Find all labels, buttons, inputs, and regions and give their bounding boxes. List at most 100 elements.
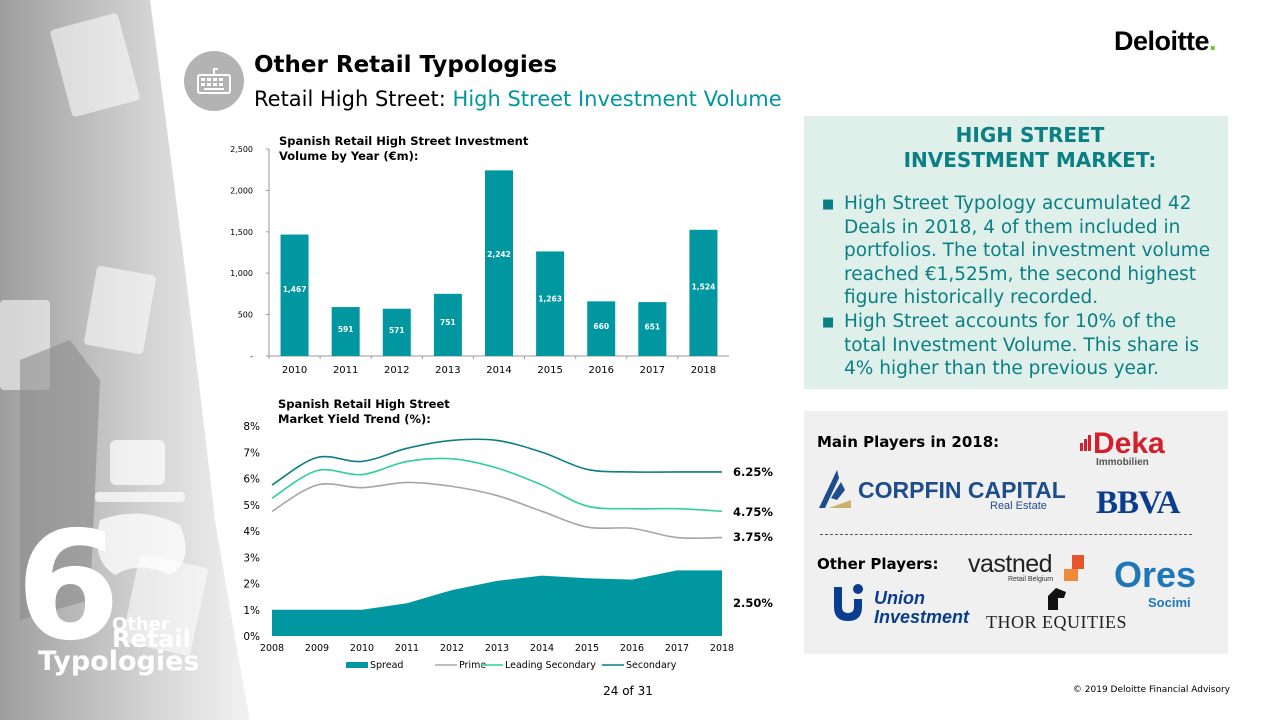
bar: [587, 301, 616, 356]
page-title: Other Retail Typologies: [254, 52, 558, 78]
bar: [280, 234, 309, 356]
bar-x-tick-label: 2015: [537, 365, 562, 376]
page-subtitle: Retail High Street: High Street Investme…: [254, 87, 782, 111]
other-players-label: Other Players:: [817, 555, 939, 573]
bar-x-tick-label: 2010: [282, 365, 307, 376]
line-y-tick-label: 8%: [243, 421, 260, 433]
logo-text: Deloitte: [1114, 26, 1210, 56]
subtitle-accent: High Street Investment Volume: [452, 87, 782, 111]
line-x-tick-label: 2018: [710, 643, 734, 654]
bar-data-label: 1,467: [283, 285, 307, 294]
bar-data-label: 651: [645, 322, 661, 331]
thor-equities-logo: THOR EQUITIES: [986, 612, 1127, 632]
bar: [485, 170, 513, 356]
bar: [689, 229, 718, 356]
bar: [331, 307, 360, 356]
dress-illustration: [20, 340, 100, 620]
main-players-label: Main Players in 2018:: [817, 433, 1000, 451]
series-end-label: 4.75%: [733, 505, 773, 519]
investment-market-info-box: HIGH STREET INVESTMENT MARKET: ■ High St…: [804, 116, 1228, 389]
bar-x-tick-label: 2012: [384, 365, 409, 376]
bar: [536, 251, 565, 356]
series-end-label: 6.25%: [733, 465, 773, 479]
line-x-tick-label: 2012: [440, 643, 464, 654]
series-line-secondary: [271, 438, 722, 486]
bar-y-tick-label: -: [250, 352, 253, 361]
bar-chart-title: Spanish Retail High Street Investment Vo…: [279, 134, 529, 163]
market-yield-line-chart: 0% 1% 2% 3% 4% 5% 6% 7% 8% 2.50% 3.75% 4.75% 6.25% 20…: [243, 421, 773, 671]
bar: [433, 293, 462, 356]
union-investment-logo-mark: [834, 584, 863, 621]
bar-data-label: 591: [338, 325, 354, 334]
subtitle-prefix: Retail High Street:: [254, 87, 446, 111]
ores-logo: Ores: [1114, 554, 1197, 595]
bar-y-tick-label: 2,500: [230, 145, 253, 154]
line-y-tick-label: 7%: [243, 447, 260, 459]
legend-swatch: [346, 662, 368, 668]
vastned-logo-mark: [1064, 555, 1084, 581]
line-y-tick-label: 5%: [243, 500, 260, 512]
legend-label: Leading Secondary: [505, 660, 596, 671]
vastned-logo: vastned: [968, 550, 1053, 578]
bbva-logo: BBVA: [1096, 485, 1180, 521]
deka-logo: Deka: [1093, 427, 1165, 460]
bar-x-tick-label: 2018: [691, 365, 716, 376]
keyboard-icon: [184, 51, 244, 111]
section-label-word: Other: [112, 614, 170, 635]
info-heading-line: INVESTMENT MARKET:: [903, 148, 1157, 172]
line-x-tick-label: 2014: [530, 643, 554, 654]
section-label-word: Typologies: [38, 646, 200, 677]
info-bullet: ■ High Street Typology accumulated 42 De…: [822, 192, 1222, 310]
line-x-tick-label: 2016: [620, 643, 644, 654]
info-bullet: ■ High Street accounts for 10% of the to…: [822, 310, 1222, 381]
bar-data-label: 571: [389, 326, 405, 335]
line-x-tick-label: 2011: [395, 643, 419, 654]
bullet-square-icon: ■: [822, 197, 835, 212]
spread-area: [272, 570, 722, 636]
line-y-tick-label: 2%: [243, 579, 260, 591]
decorative-left-panel: [0, 0, 250, 720]
bar-x-tick-label: 2017: [640, 365, 665, 376]
vastned-logo-sub: Retail Belgium: [1008, 576, 1054, 583]
line-x-tick-label: 2009: [305, 643, 329, 654]
bar-data-label: 751: [440, 318, 456, 327]
deloitte-logo: Deloitte.: [1114, 26, 1217, 57]
page-number: 24 of 31: [603, 684, 653, 698]
line-x-tick-label: 2010: [350, 643, 374, 654]
bullet-text: High Street accounts for 10% of the tota…: [844, 311, 1200, 380]
legend-label: Secondary: [626, 660, 677, 671]
info-heading-line: HIGH STREET: [955, 123, 1105, 147]
bar-x-tick-label: 2014: [486, 365, 511, 376]
line-x-tick-label: 2013: [485, 643, 509, 654]
line-x-tick-label: 2017: [665, 643, 689, 654]
bar: [382, 308, 411, 356]
line-y-tick-label: 0%: [243, 631, 260, 643]
thor-equities-horse-icon: [1048, 588, 1066, 610]
line-y-tick-label: 1%: [243, 605, 260, 617]
gamepad-illustration: [97, 513, 186, 575]
bullet-square-icon: ■: [822, 315, 835, 330]
section-label-word: Retail: [112, 625, 191, 653]
bar-y-tick-label: 1,500: [230, 228, 253, 237]
line-x-tick-label: 2008: [260, 643, 284, 654]
bullet-text: High Street Typology accumulated 42 Deal…: [844, 193, 1211, 309]
legend-label: Spread: [370, 660, 403, 671]
line-y-tick-label: 6%: [243, 474, 260, 486]
series-end-label: 3.75%: [733, 530, 773, 544]
bar-y-tick-label: 500: [238, 311, 253, 320]
bar-data-label: 660: [593, 322, 609, 331]
bar-y-tick-label: 2,000: [230, 186, 253, 195]
logo-dot: .: [1209, 26, 1217, 56]
corpfin-logo-mark: [819, 470, 851, 508]
bar-data-label: 2,242: [487, 250, 511, 259]
deka-logo-sub: Immobilien: [1096, 457, 1149, 468]
line-y-tick-label: 3%: [243, 552, 260, 564]
bar-x-tick-label: 2011: [333, 365, 358, 376]
bar-data-label: 1,263: [538, 294, 562, 303]
ores-logo-sub: Socimi: [1148, 595, 1191, 610]
line-chart-title: Spanish Retail High Street Market Yield …: [278, 397, 450, 426]
players-divider: [820, 534, 1192, 535]
deka-bars-icon: [1080, 435, 1091, 451]
bar-x-tick-label: 2013: [435, 365, 460, 376]
bar-y-tick-label: 1,000: [230, 269, 253, 278]
